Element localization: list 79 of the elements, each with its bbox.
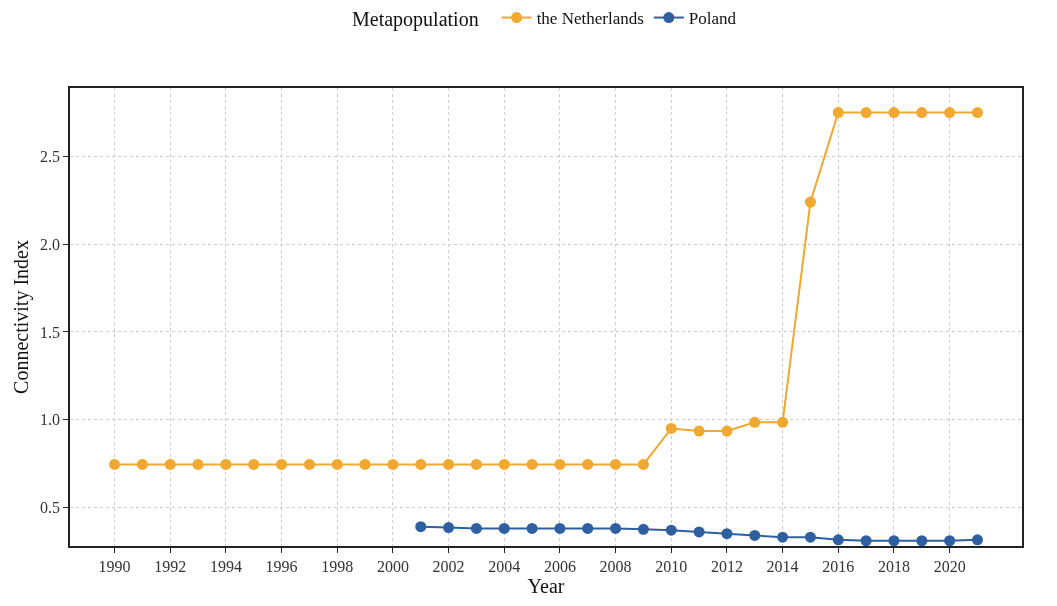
- point: [721, 528, 733, 540]
- x-tick-label: 2016: [822, 557, 855, 575]
- point: [443, 522, 455, 534]
- point: [192, 458, 204, 470]
- point: [582, 458, 594, 470]
- legend-label: the Netherlands: [536, 9, 644, 29]
- point: [276, 458, 288, 470]
- point: [554, 522, 566, 534]
- x-tick-label: 2012: [710, 557, 743, 575]
- point: [470, 458, 482, 470]
- point: [916, 107, 928, 119]
- point: [582, 522, 594, 534]
- point: [860, 107, 872, 119]
- point: [554, 458, 566, 470]
- point: [777, 416, 789, 428]
- point: [804, 531, 816, 543]
- point: [916, 535, 928, 546]
- point: [136, 458, 148, 470]
- y-tick-label: 2.0: [40, 235, 61, 253]
- point: [498, 522, 510, 534]
- point: [860, 535, 872, 546]
- point: [971, 534, 983, 546]
- y-tick-label: 2.5: [40, 148, 61, 166]
- point: [359, 458, 371, 470]
- point: [944, 535, 956, 546]
- y-tick-label: 1.5: [40, 323, 61, 341]
- x-tick-label: 2006: [543, 557, 576, 575]
- point: [109, 458, 121, 470]
- point: [164, 458, 176, 470]
- x-tick-label: 1994: [209, 557, 242, 575]
- point: [777, 531, 789, 543]
- x-tick-label: 1996: [265, 557, 298, 575]
- point: [415, 458, 427, 470]
- x-tick-label: 2020: [933, 557, 966, 575]
- x-tick-label: 2002: [432, 557, 465, 575]
- point: [749, 529, 761, 541]
- x-tick-label: 2010: [655, 557, 688, 575]
- point: [637, 458, 649, 470]
- point: [610, 458, 622, 470]
- x-tick-label: 1998: [321, 557, 354, 575]
- point: [387, 458, 399, 470]
- point: [944, 107, 956, 119]
- point: [832, 107, 844, 119]
- legend-label: Poland: [688, 9, 737, 29]
- point: [303, 458, 315, 470]
- x-tick-label: 1992: [154, 557, 187, 575]
- point: [749, 416, 761, 428]
- legend-title: Metapopulation: [352, 8, 489, 31]
- x-tick-label: 2008: [599, 557, 632, 575]
- x-tick-label: 1990: [98, 557, 131, 575]
- point: [443, 458, 455, 470]
- point: [220, 458, 232, 470]
- x-axis-title: Year: [527, 574, 565, 597]
- point: [888, 107, 900, 119]
- point: [693, 425, 705, 437]
- point: [498, 458, 510, 470]
- point: [693, 526, 705, 538]
- point: [804, 196, 816, 208]
- y-tick-label: 1.0: [40, 411, 61, 429]
- point: [971, 107, 983, 119]
- point: [665, 422, 677, 434]
- point: [665, 524, 677, 536]
- x-tick-label: 2018: [877, 557, 910, 575]
- x-tick-label: 2000: [376, 557, 409, 575]
- point: [637, 523, 649, 535]
- point: [331, 458, 343, 470]
- point: [526, 458, 538, 470]
- point: [721, 425, 733, 437]
- point: [610, 522, 622, 534]
- point: [832, 534, 844, 546]
- point: [470, 522, 482, 534]
- point: [888, 535, 900, 546]
- y-axis-title: Connectivity Index: [10, 240, 34, 394]
- point: [526, 522, 538, 534]
- point: [415, 521, 427, 533]
- x-tick-label: 2004: [488, 557, 521, 575]
- y-tick-label: 0.5: [40, 498, 61, 516]
- x-tick-label: 2014: [766, 557, 799, 575]
- point: [248, 458, 260, 470]
